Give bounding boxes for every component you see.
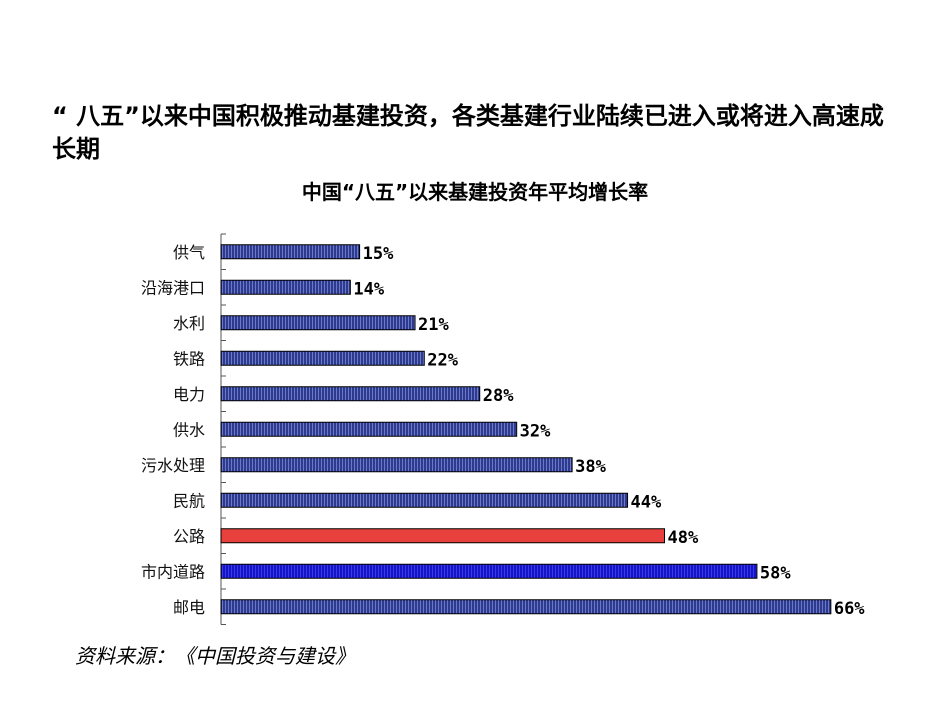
category-label: 电力 — [173, 385, 205, 404]
category-label: 铁路 — [173, 349, 205, 368]
category-label: 市内道路 — [141, 562, 205, 581]
value-label: 48% — [668, 528, 699, 548]
category-label: 沿海港口 — [141, 278, 205, 297]
value-label: 32% — [520, 421, 551, 441]
bar — [220, 350, 425, 366]
value-label: 14% — [353, 279, 384, 299]
value-label: 66% — [834, 599, 865, 619]
value-label: 15% — [363, 244, 394, 264]
bar — [220, 528, 666, 544]
bar — [220, 492, 629, 508]
chart-title: 中国“八五”以来基建投资年平均增长率 — [301, 180, 649, 204]
bar — [220, 386, 481, 402]
category-label: 邮电 — [173, 598, 205, 617]
value-label: 21% — [418, 315, 449, 335]
bar — [220, 244, 361, 260]
value-label: 28% — [483, 386, 514, 406]
category-label: 供水 — [173, 420, 205, 439]
category-label: 水利 — [173, 314, 205, 333]
category-label: 污水处理 — [141, 456, 205, 475]
category-label: 公路 — [173, 527, 205, 546]
bar — [220, 457, 573, 473]
category-label: 供气 — [173, 243, 205, 262]
value-label: 44% — [631, 492, 662, 512]
category-label: 民航 — [173, 491, 205, 510]
bar — [220, 599, 832, 615]
bar — [220, 421, 518, 437]
value-label: 58% — [760, 563, 791, 583]
bar — [220, 279, 351, 295]
bar — [220, 315, 416, 331]
bar — [220, 563, 758, 579]
headline: “ 八五”以来中国积极推动基建投资，各类基建行业陆续已进入或将进入高速成长期 — [52, 102, 884, 163]
value-label: 38% — [575, 457, 606, 477]
source-note: 资料来源：《中国投资与建设》 — [75, 644, 355, 668]
value-label: 22% — [427, 350, 458, 370]
